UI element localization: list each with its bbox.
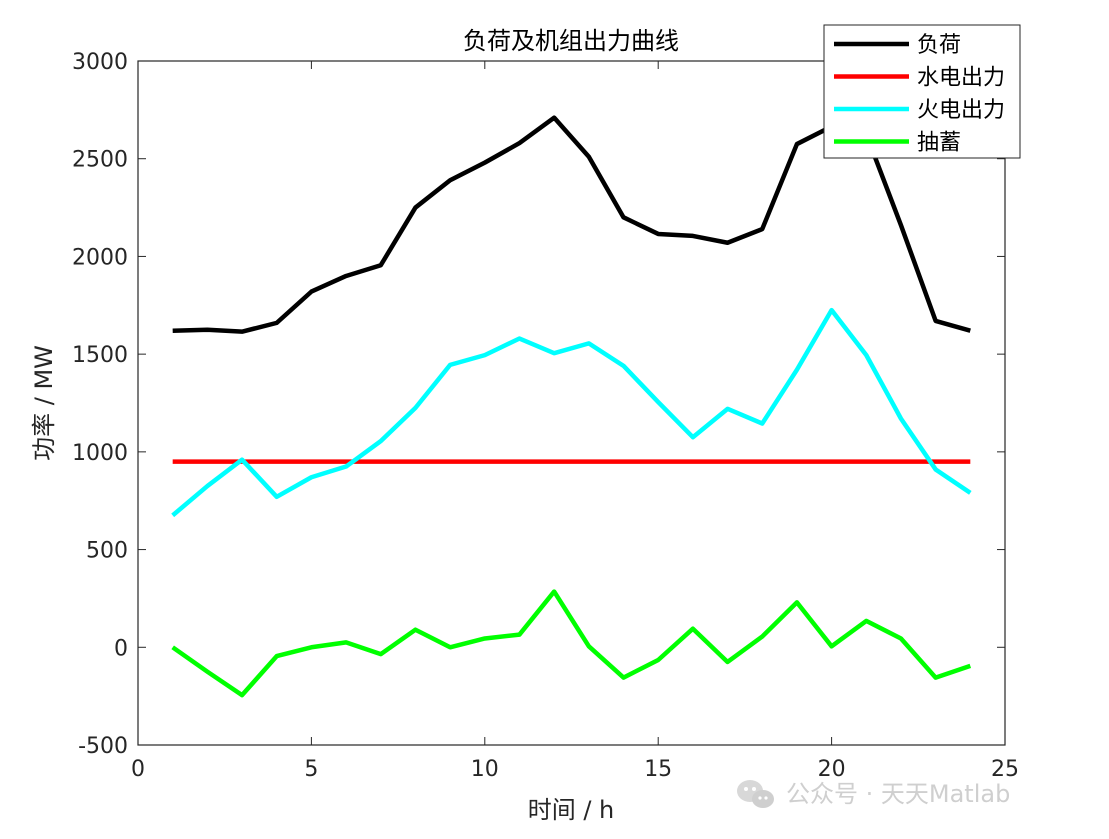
x-tick-label: 5 [304, 757, 318, 782]
series-line-2 [171, 307, 972, 518]
y-tick-label: 2000 [72, 245, 128, 270]
x-axis-label: 时间 / h [528, 796, 615, 824]
y-axis-label: 功率 / MW [30, 345, 58, 461]
x-tick-label: 25 [991, 757, 1019, 782]
plot-area [137, 60, 1006, 746]
watermark: 公众号 · 天天Matlab [737, 780, 1010, 808]
y-tick-label: 3000 [72, 50, 128, 75]
wechat-icon [737, 780, 774, 808]
y-tick-label: -500 [78, 734, 128, 759]
x-tick-label: 15 [644, 757, 672, 782]
y-tick-label: 0 [114, 636, 128, 661]
series-line-3 [171, 589, 972, 698]
y-tick-label: 500 [86, 539, 128, 564]
x-axis-ticks: 0 5 10 15 20 25 [131, 61, 1019, 782]
x-tick-label: 20 [818, 757, 846, 782]
legend-box [823, 24, 1021, 159]
legend-label-3: 抽蓄 [917, 131, 961, 156]
y-axis-ticks: -500 0 500 1000 1500 2000 2500 3000 [72, 50, 1005, 759]
x-tick-label: 10 [471, 757, 499, 782]
y-tick-label: 1000 [72, 441, 128, 466]
y-tick-label: 2500 [72, 148, 128, 173]
axes-box [137, 60, 1006, 746]
legend-label-1: 水电出力 [917, 66, 1005, 91]
y-tick-label: 1500 [72, 343, 128, 368]
watermark-text: 公众号 · 天天Matlab [786, 780, 1010, 808]
x-tick-label: 0 [131, 757, 145, 782]
chart-title: 负荷及机组出力曲线 [463, 27, 679, 55]
legend-label-2: 火电出力 [917, 98, 1005, 123]
legend-label-0: 负荷 [917, 33, 961, 58]
